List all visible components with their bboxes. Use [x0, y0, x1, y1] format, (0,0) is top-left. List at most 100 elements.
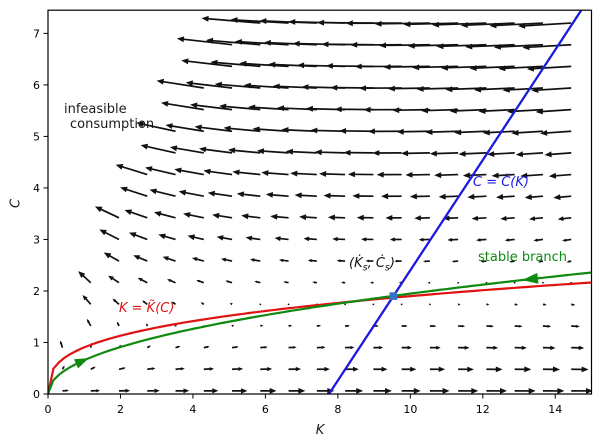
quiver-arrow-head [310, 127, 318, 134]
quiver-arrow-head [429, 150, 437, 157]
quiver-arrow-head [292, 40, 300, 47]
quiver-arrow-shaft [266, 172, 289, 176]
quiver-arrow-head [471, 388, 479, 394]
blue-locus-label: C = C̃(K) [473, 175, 529, 190]
quiver-arrow-head [133, 255, 141, 261]
quiver-arrow-head [145, 166, 153, 172]
quiver-arrow-head [112, 298, 117, 303]
quiver-arrow-shaft [511, 108, 543, 113]
quiver-arrow-head [552, 366, 560, 373]
quiver-arrow-head [515, 303, 519, 306]
quiver-arrow-head [62, 365, 65, 369]
quiver-arrow-head [521, 345, 527, 350]
y-tick-label: 1 [33, 336, 40, 349]
quiver-arrow-shaft [434, 152, 459, 155]
quiver-arrow-shaft [323, 173, 346, 176]
quiver-arrow-head [252, 126, 260, 133]
quiver-arrow-head [495, 366, 503, 373]
quiver-arrow-shaft [244, 62, 289, 68]
quiver-arrow-head [462, 324, 466, 328]
quiver-arrow-head [151, 367, 156, 371]
quiver-arrow-head [489, 22, 497, 29]
quiver-arrow-shaft [245, 215, 261, 219]
quiver-arrow-head [474, 86, 482, 93]
quiver-arrow-head [314, 149, 322, 156]
quiver-arrow-shaft [181, 38, 233, 46]
quiver-arrow-head [297, 62, 305, 69]
steady-state-label-k: (K̇ [349, 256, 363, 271]
quiver-arrow-head [125, 388, 131, 393]
quiver-arrow-head [445, 86, 453, 93]
quiver-arrow-head [203, 168, 211, 175]
quiver-arrow-shaft [145, 145, 176, 154]
quiver-arrow-head [531, 87, 539, 93]
quiver-arrow-head [199, 146, 207, 153]
quiver-arrow-shaft [496, 173, 515, 177]
quiver-arrow-head [183, 212, 191, 218]
quiver-arrow-head [339, 128, 347, 134]
quiver-arrow-head [356, 214, 364, 221]
quiver-arrow-head [467, 366, 474, 373]
quiver-arrow-head [137, 277, 143, 282]
quiver-arrow-head [385, 388, 392, 394]
quiver-arrow-head [293, 346, 297, 349]
quiver-arrow-head [553, 194, 561, 201]
quiver-arrow-shaft [187, 213, 204, 219]
quiver-arrow-head [363, 106, 371, 113]
x-tick-label: 0 [45, 403, 52, 416]
quiver-arrow-head [540, 130, 548, 136]
quiver-arrow-shaft [124, 188, 148, 197]
quiver-dot [457, 281, 460, 284]
quiver-arrow-head [207, 190, 216, 197]
quiver-arrow-head [156, 78, 164, 85]
quiver-arrow-head [324, 366, 330, 372]
quiver-arrow-head [264, 346, 268, 349]
quiver-arrow-head [161, 101, 169, 107]
quiver-arrow-head [480, 260, 484, 263]
quiver-arrow-shaft [248, 84, 289, 89]
quiver-arrow-head [174, 167, 182, 174]
quiver-arrow-head [416, 86, 424, 92]
quiver-arrow-head [209, 367, 214, 371]
quiver-arrow-shaft [286, 129, 317, 133]
quiver-arrow-head [288, 19, 296, 25]
x-tick-label: 10 [403, 403, 417, 416]
quiver-arrow-head [243, 82, 251, 89]
quiver-arrow-shaft [492, 152, 515, 155]
quiver-arrow-head [254, 280, 258, 283]
quiver-arrow-shaft [328, 194, 346, 198]
quiver-arrow-head [376, 324, 379, 327]
quiver-arrow-head [235, 346, 239, 349]
quiver-arrow-head [167, 279, 172, 283]
quiver-arrow-head [432, 21, 440, 28]
axes-spines [47, 9, 593, 395]
quiver-arrow-head [146, 323, 149, 326]
quiver-arrow-shaft [120, 165, 148, 176]
quiver-arrow-head [99, 229, 107, 236]
quiver-arrow-head [185, 80, 193, 87]
quiver-arrow-shaft [237, 171, 261, 176]
quiver-arrow-shaft [549, 152, 572, 156]
green-direction-arrowhead [521, 272, 539, 284]
quiver-arrow-head [212, 388, 219, 394]
quiver-arrow-shaft [186, 60, 233, 68]
quiver-arrow-head [343, 149, 351, 156]
quiver-arrow-shaft [295, 172, 317, 176]
y-tick-label: 7 [33, 27, 40, 40]
quiver-arrow-shaft [174, 147, 204, 154]
quiver-arrow-head [458, 150, 466, 157]
infeasible-label-line2: consumption [70, 117, 155, 132]
plot-area [48, 10, 592, 394]
quiver-arrow-shaft [553, 173, 572, 177]
quiver-arrow-head [250, 258, 255, 262]
quiver-arrow-shaft [503, 65, 543, 70]
quiver-arrow-head [347, 171, 355, 178]
quiver-arrow-head [299, 214, 307, 221]
quiver-arrow-shaft [133, 233, 148, 241]
quiver-arrow-head [438, 366, 446, 372]
quiver-arrow-head [210, 59, 218, 66]
steady-state-label-ksub: s [362, 262, 368, 274]
quiver-arrow-shaft [239, 40, 289, 46]
quiver-arrow-head [259, 18, 267, 24]
